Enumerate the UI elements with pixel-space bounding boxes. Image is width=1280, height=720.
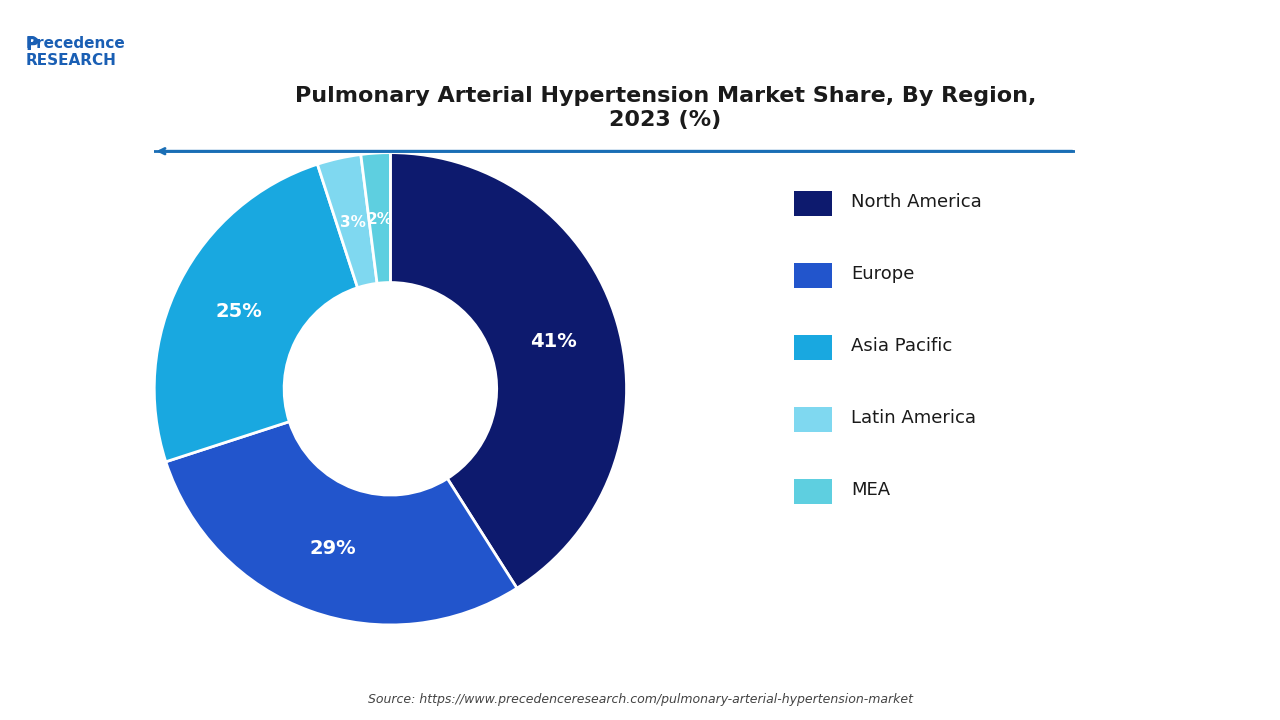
Wedge shape [361,153,390,284]
Wedge shape [390,153,626,588]
Text: 29%: 29% [310,539,356,558]
Text: Europe: Europe [851,265,915,282]
Text: 2%: 2% [367,212,393,227]
Text: Asia Pacific: Asia Pacific [851,336,952,354]
Text: P: P [26,36,38,54]
Text: North America: North America [851,192,982,210]
Text: Latin America: Latin America [851,409,977,426]
Text: Pulmonary Arterial Hypertension Market Share, By Region,
2023 (%): Pulmonary Arterial Hypertension Market S… [294,86,1037,130]
Text: Precedence
RESEARCH: Precedence RESEARCH [26,36,125,68]
Text: 3%: 3% [340,215,366,230]
Wedge shape [166,422,517,625]
Text: MEA: MEA [851,481,891,498]
Text: Source: https://www.precedenceresearch.com/pulmonary-arterial-hypertension-marke: Source: https://www.precedenceresearch.c… [367,693,913,706]
Text: 41%: 41% [530,332,577,351]
Text: 25%: 25% [215,302,262,321]
Wedge shape [317,155,378,288]
Wedge shape [155,164,357,462]
